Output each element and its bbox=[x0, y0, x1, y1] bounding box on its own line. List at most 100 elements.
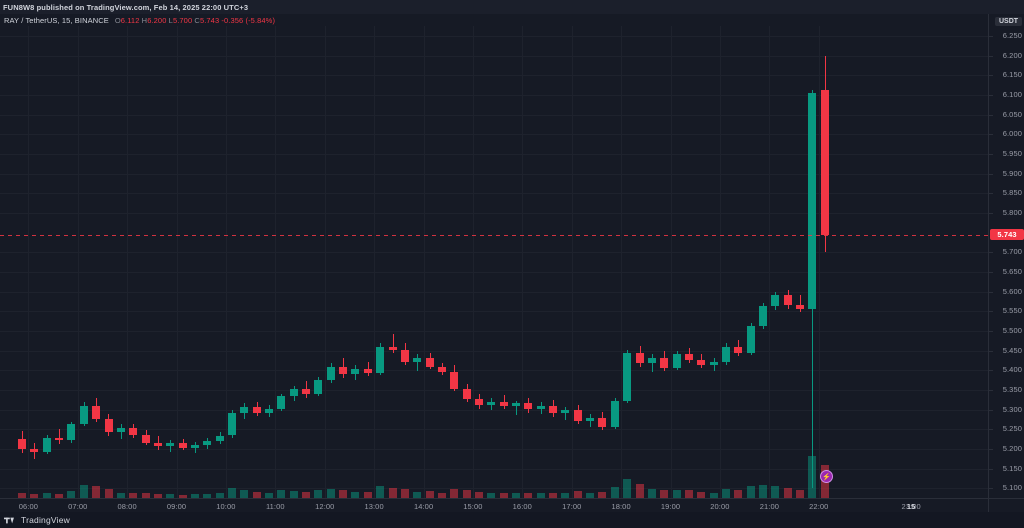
volume-bar bbox=[129, 492, 138, 498]
time-tick-label: 07:00 bbox=[68, 502, 88, 511]
price-tick-label: 6.050 bbox=[1002, 109, 1022, 119]
volume-bar bbox=[721, 489, 730, 498]
price-tick-label: 5.450 bbox=[1002, 345, 1022, 355]
volume-bar bbox=[67, 490, 76, 498]
price-tick-label: 5.950 bbox=[1002, 148, 1022, 158]
time-axis[interactable]: 06:00 07:00 08:00 09:00 10:00 11:00 12:00 13:00… bbox=[0, 498, 988, 513]
price-tick-label: 5.250 bbox=[1002, 424, 1022, 434]
candle-body bbox=[746, 326, 755, 353]
ohlc-values: O6.112 H6.200 L5.700 C5.743 -0.356 (-5.8… bbox=[115, 16, 275, 25]
price-tick-label: 6.000 bbox=[1002, 129, 1022, 139]
volume-bar bbox=[487, 493, 496, 498]
volume-bar bbox=[610, 487, 619, 498]
candle-body bbox=[573, 409, 582, 422]
volume-bar bbox=[104, 489, 113, 498]
candle-wick bbox=[59, 429, 60, 445]
gridline-horizontal bbox=[0, 114, 988, 116]
volume-bar bbox=[289, 490, 298, 498]
candle-body bbox=[437, 367, 446, 372]
price-tick-mark bbox=[989, 311, 993, 313]
volume-bar bbox=[18, 493, 26, 498]
volume-bar bbox=[783, 487, 792, 498]
price-tick-mark bbox=[989, 429, 993, 431]
gridline-vertical bbox=[670, 26, 672, 498]
candle-body bbox=[190, 444, 199, 448]
time-tick-label: 12:00 bbox=[315, 502, 335, 511]
gridline-horizontal bbox=[0, 468, 988, 470]
volume-bar bbox=[647, 488, 656, 498]
current-price-tag[interactable]: 5.743 bbox=[990, 229, 1024, 241]
candle-body bbox=[820, 90, 829, 236]
time-tick-label: 16:00 bbox=[512, 502, 532, 511]
gridline-vertical bbox=[324, 26, 326, 498]
price-tick-label: 5.600 bbox=[1002, 286, 1022, 296]
candle-body bbox=[104, 418, 113, 433]
price-tick-mark bbox=[989, 75, 993, 77]
volume-bar bbox=[376, 486, 385, 498]
candle-body bbox=[635, 352, 644, 364]
price-tick-mark bbox=[989, 291, 993, 293]
volume-bar bbox=[227, 487, 236, 498]
candle-body bbox=[512, 403, 520, 407]
candle-body bbox=[203, 441, 212, 445]
volume-bar bbox=[573, 490, 582, 498]
price-tick-mark bbox=[989, 212, 993, 214]
price-tick-mark bbox=[989, 330, 993, 332]
gridline-horizontal bbox=[0, 409, 988, 411]
time-tick-label: 19:00 bbox=[660, 502, 681, 511]
price-tick-mark bbox=[989, 468, 993, 470]
price-tick-label: 5.100 bbox=[1002, 483, 1022, 493]
volume-bar bbox=[536, 493, 545, 498]
candle-body bbox=[499, 401, 508, 407]
close-value: 5.743 bbox=[199, 15, 220, 25]
volume-bar bbox=[351, 491, 360, 498]
chart-plot-area[interactable]: ⚡ bbox=[0, 26, 988, 498]
candle-wick bbox=[417, 354, 418, 371]
volume-bar bbox=[425, 490, 434, 498]
volume-bar bbox=[141, 493, 150, 498]
candle-body bbox=[339, 367, 348, 375]
gridline-horizontal bbox=[0, 134, 988, 136]
gridline-horizontal bbox=[0, 370, 988, 372]
price-tick-label: 5.650 bbox=[1002, 266, 1022, 276]
gridline-horizontal bbox=[0, 271, 988, 273]
candle-body bbox=[376, 347, 385, 374]
candle-body bbox=[734, 346, 743, 353]
candle-body bbox=[141, 434, 150, 443]
candle-body bbox=[796, 304, 804, 309]
price-tick-label: 5.400 bbox=[1002, 365, 1022, 375]
candle-body bbox=[721, 346, 730, 363]
change-percent: (-5.84%) bbox=[245, 15, 276, 25]
replay-marker-icon[interactable]: ⚡ bbox=[819, 470, 833, 483]
candle-body bbox=[302, 389, 311, 394]
price-tick-mark bbox=[989, 153, 993, 155]
candle-body bbox=[42, 437, 51, 452]
symbol-label[interactable]: RAY / TetherUS, 15, BINANCE bbox=[4, 15, 109, 25]
gridline-vertical bbox=[423, 26, 425, 498]
volume-bar bbox=[586, 492, 595, 498]
gridline-vertical bbox=[522, 26, 524, 498]
candle-body bbox=[178, 443, 187, 448]
candle-body bbox=[240, 407, 249, 414]
price-tick-label: 6.150 bbox=[1002, 70, 1022, 80]
volume-bar bbox=[339, 489, 348, 498]
price-axis[interactable]: USDT 6.250 6.200 6.150 6.100 6.050 6.000 5.950… bbox=[988, 14, 1024, 498]
price-tick-mark bbox=[989, 350, 993, 352]
time-tick-label: 06:00 bbox=[18, 502, 39, 511]
candle-body bbox=[30, 448, 39, 452]
current-price-line bbox=[0, 235, 988, 237]
gridline-horizontal bbox=[0, 350, 988, 352]
time-tick-label: 14:00 bbox=[413, 502, 434, 511]
price-tick-mark bbox=[989, 252, 993, 254]
volume-bar bbox=[672, 490, 681, 498]
price-tick-label: 5.900 bbox=[1002, 168, 1022, 178]
tradingview-brand: TradingView bbox=[0, 512, 1024, 528]
candle-body bbox=[116, 428, 125, 433]
time-tick-label: 11:00 bbox=[265, 502, 285, 511]
gridline-vertical bbox=[818, 26, 820, 498]
volume-bar bbox=[462, 490, 471, 498]
candle-body bbox=[549, 405, 557, 414]
low-value: 5.700 bbox=[172, 15, 193, 25]
volume-bar bbox=[178, 494, 187, 498]
